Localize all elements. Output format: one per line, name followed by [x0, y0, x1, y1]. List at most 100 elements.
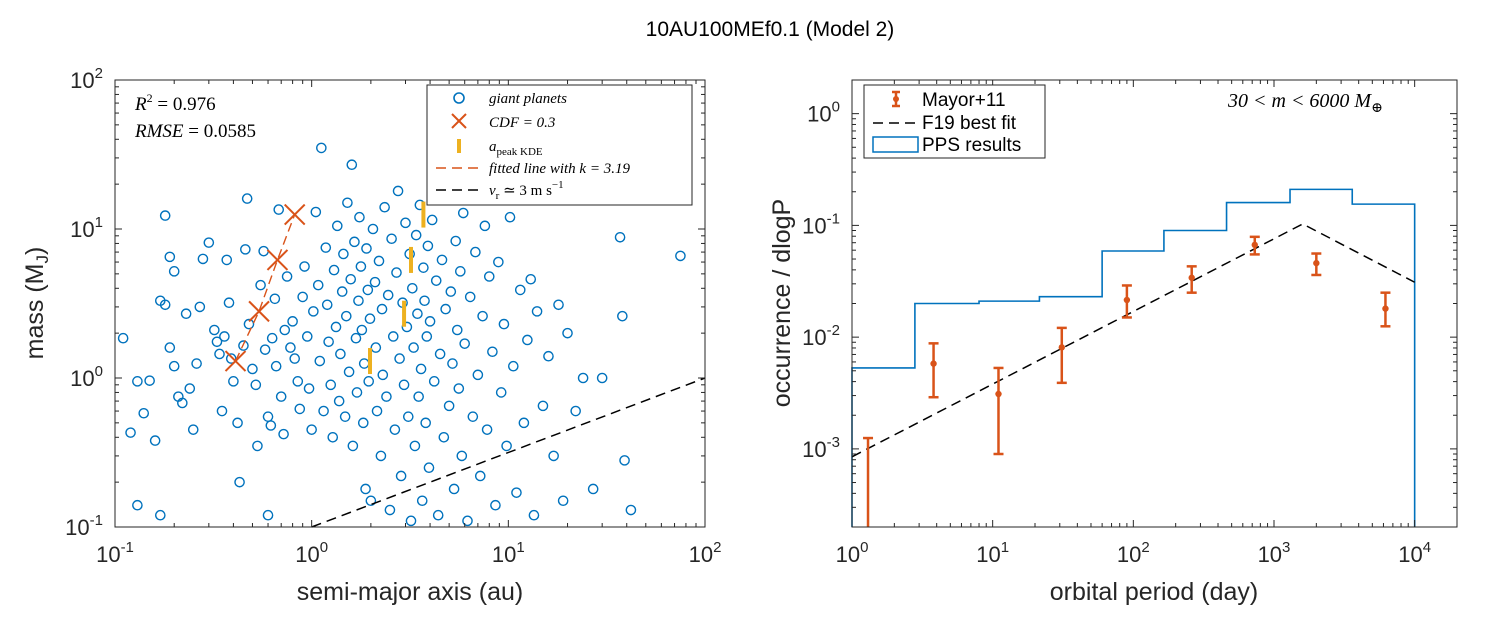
giant-planet-point: [285, 342, 296, 353]
left-x-tick-label: 101: [492, 539, 525, 567]
right-y-label: occurrence / dlogP: [768, 199, 796, 407]
cdf-cross-stroke-b: [266, 249, 289, 271]
giant-planet-point: [321, 299, 333, 311]
left-legend-box: [426, 84, 693, 206]
giant-planet-point: [269, 293, 281, 305]
giant-planet-point: [391, 267, 402, 278]
giant-planet-point: [297, 291, 308, 303]
giant-planet-point: [403, 411, 414, 422]
giant-planet-point: [514, 284, 526, 296]
giant-planet-point: [456, 450, 468, 462]
giant-planet-point: [234, 476, 245, 488]
giant-planet-point: [418, 262, 429, 273]
giant-planet-point: [501, 440, 512, 452]
legend-marker-planets: [453, 92, 465, 104]
giant-planet-point: [375, 450, 387, 462]
giant-planet-point: [347, 440, 359, 452]
giant-planet-point: [209, 324, 220, 336]
giant-planet-point: [386, 233, 397, 245]
giant-planet-point: [675, 250, 686, 262]
mass-range-annotation: 30 < m < 6000 M⊕: [1227, 90, 1383, 116]
giant-planet-point: [625, 504, 637, 516]
giant-planet-point: [432, 509, 444, 521]
giant-planet-point: [287, 316, 298, 327]
giant-planet-point: [422, 240, 434, 252]
giant-planet-point: [423, 462, 435, 474]
giant-planet-point: [436, 254, 448, 266]
giant-planet-point: [364, 313, 376, 325]
giant-planet-point: [132, 376, 143, 387]
giant-planet-point: [370, 342, 382, 353]
right-panel: 100 101 102 103 104 10-3 10-2 10-1 100 orbital …: [768, 79, 1458, 606]
giant-planet-point: [438, 431, 450, 443]
giant-planet-point: [557, 495, 569, 507]
giant-planet-point: [389, 424, 401, 435]
giant-planet-point: [159, 210, 171, 221]
giant-planet-point: [481, 424, 493, 435]
giant-planet-point: [387, 331, 399, 342]
giant-planet-point: [450, 235, 462, 247]
giant-planet-point: [125, 427, 136, 438]
right-x-label: orbital period (day): [1050, 578, 1258, 606]
giant-planet-point: [543, 350, 554, 362]
giant-planet-point: [132, 499, 143, 511]
giant-planet-point: [350, 332, 362, 344]
giant-planet-point: [328, 264, 340, 276]
left-x-ticks: 10-1 100 101 102: [96, 80, 721, 567]
giant-planet-point: [336, 286, 348, 297]
pps-step-path: [851, 188, 1416, 527]
mayor11-point: [930, 360, 937, 367]
giant-planet-point: [342, 197, 353, 209]
giant-planet-point: [619, 455, 630, 466]
giant-planet-point: [159, 299, 171, 311]
giant-planet-point: [331, 220, 343, 232]
giant-planet-point: [318, 405, 329, 417]
giant-planet-point: [448, 483, 460, 495]
giant-planet-point: [424, 316, 436, 327]
giant-planet-point: [537, 400, 549, 412]
giant-planet-point: [467, 411, 479, 422]
f19-fit-path: [851, 223, 1416, 458]
giant-planet-point: [301, 331, 313, 342]
giant-planet-point: [281, 271, 293, 282]
giant-planet-point: [250, 379, 262, 391]
giant-planet-point: [360, 483, 371, 495]
giant-planet-point: [464, 291, 476, 303]
giant-planet-point: [416, 495, 428, 507]
giant-planet-point: [518, 417, 530, 429]
giant-planet-point: [379, 201, 390, 213]
giant-planet-point: [265, 420, 277, 431]
giant-planet-point: [381, 391, 392, 402]
left-x-label: semi-major axis (au): [297, 578, 523, 606]
giant-planet-point: [338, 248, 349, 260]
legend-label-rv: vr ≃ 3 m s−1: [489, 179, 564, 202]
giant-planet-point: [117, 332, 129, 344]
giant-planet-point: [410, 229, 422, 241]
left-y-tick-label: 10-1: [65, 512, 103, 540]
cdf-cross-stroke-b: [284, 203, 306, 226]
giant-planet-point: [371, 405, 383, 417]
giant-planet-point: [511, 487, 522, 498]
left-legend: giant planets CDF = 0.3 apeak KDE fitted…: [426, 84, 693, 206]
giant-planet-point: [240, 244, 251, 255]
left-x-tick-label: 102: [689, 539, 722, 567]
giant-planet-point: [327, 431, 339, 443]
mayor11-point: [1382, 305, 1389, 312]
giant-planet-point: [197, 253, 209, 265]
giant-planet-point: [155, 509, 166, 521]
giant-planet-point: [409, 440, 421, 452]
giant-planet-point: [316, 142, 327, 154]
giant-planet-point: [255, 279, 266, 291]
giant-planet-point: [493, 256, 504, 268]
giant-planet-point: [164, 251, 176, 263]
giant-planet-point: [525, 273, 537, 285]
fitted-line-path: [234, 214, 296, 362]
giant-planet-point: [289, 353, 301, 364]
giant-planet-point: [434, 348, 446, 360]
giant-planet-point: [617, 310, 628, 322]
giant-planet-point: [323, 336, 334, 348]
giant-planet-point: [238, 340, 249, 351]
giant-planet-point: [345, 273, 357, 285]
giant-planet-point: [149, 435, 161, 446]
giant-planet-point: [325, 379, 337, 391]
